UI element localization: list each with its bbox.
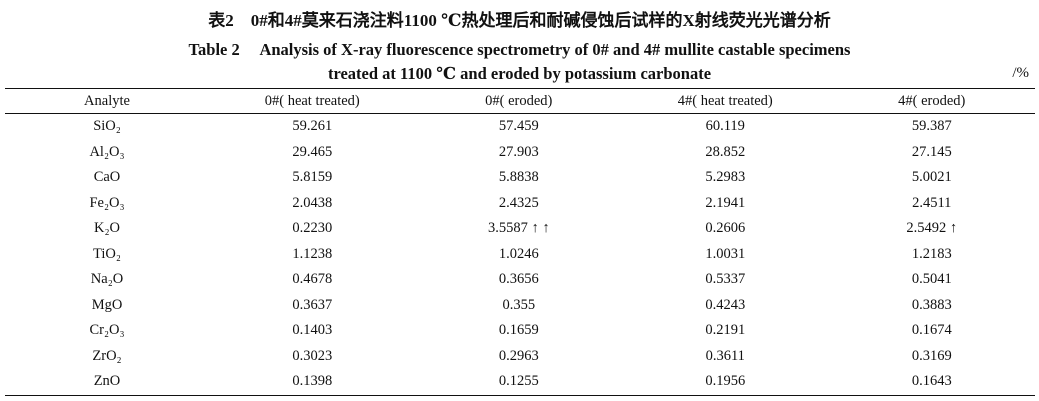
analyte-cell: CaO <box>93 169 121 186</box>
title-en: Table 2 Analysis of X-ray fluorescence s… <box>188 40 851 59</box>
analyte-cell: SiO₂ <box>93 118 121 135</box>
table-row: Al₂O₃ 29.465 27.903 28.852 27.145 <box>5 140 1035 166</box>
value-cell: 0.355 <box>502 296 536 313</box>
table-row: CaO 5.8159 5.8838 5.2983 5.0021 <box>5 165 1035 191</box>
value-cell: 27.903 <box>498 143 539 160</box>
table-row: Cr₂O₃ 0.1403 0.1659 0.2191 0.1674 <box>5 318 1035 344</box>
column-header: 0#( heat treated) <box>264 92 360 109</box>
data-table: Analyte 0#( heat treated) 0#( eroded) 4#( h… <box>5 88 1035 396</box>
value-cell: 0.3023 <box>292 347 333 364</box>
value-cell: 0.1643 <box>911 373 952 390</box>
value-cell: 0.5041 <box>911 271 952 288</box>
value-cell: 0.2606 <box>705 220 746 237</box>
analyte-cell: TiO₂ <box>93 245 121 262</box>
value-cell: 5.2983 <box>705 169 746 186</box>
value-cell: 59.387 <box>911 118 952 135</box>
analyte-cell: MgO <box>91 296 123 313</box>
analyte-cell: Al₂O₃ <box>89 143 125 160</box>
value-cell: 1.0031 <box>705 245 746 262</box>
table-body: SiO₂ 59.261 57.459 60.119 59.387 Al₂O₃ 29.465 2… <box>5 114 1035 395</box>
analyte-cell: Fe₂O₃ <box>89 194 125 211</box>
unit: /% <box>1012 65 1029 81</box>
title-cn: 表2 0#和4#莫来石浇注料1100 ℃热处理后和耐碱侵蚀后试样的X射线荧光光谱… <box>208 11 831 30</box>
value-cell: 5.8159 <box>292 169 333 186</box>
value-cell: 2.4511 <box>912 194 952 211</box>
value-cell: 0.2963 <box>498 347 539 364</box>
table-row: Fe₂O₃ 2.0438 2.4325 2.1941 2.4511 <box>5 191 1035 217</box>
value-cell: 5.8838 <box>498 169 539 186</box>
value-cell: 0.3656 <box>498 271 539 288</box>
table-row: Na₂O 0.4678 0.3656 0.5337 0.5041 <box>5 267 1035 293</box>
value-cell: 57.459 <box>498 118 539 135</box>
value-cell: 2.5492 ↑ <box>906 220 958 237</box>
analyte-cell: K₂O <box>94 220 120 237</box>
value-cell: 5.0021 <box>911 169 952 186</box>
column-header: 0#( eroded) <box>485 92 553 109</box>
header-row: Analyte 0#( heat treated) 0#( eroded) 4#( h… <box>5 88 1035 114</box>
value-cell: 3.5587 ↑ ↑ <box>487 220 550 237</box>
value-cell: 0.3883 <box>911 296 952 313</box>
value-cell: 2.0438 <box>292 194 333 211</box>
analyte-cell: ZrO₂ <box>92 347 122 364</box>
value-cell: 1.1238 <box>292 245 333 262</box>
value-cell: 0.1403 <box>292 322 333 339</box>
title-en: treated at 1100 ℃ and eroded by potassiu… <box>327 64 712 83</box>
table-row: MgO 0.3637 0.355 0.4243 0.3883 <box>5 293 1035 319</box>
value-cell: 27.145 <box>911 143 952 160</box>
value-cell: 0.1398 <box>292 373 333 390</box>
column-header: 4#( heat treated) <box>677 92 773 109</box>
value-cell: 59.261 <box>292 118 333 135</box>
value-cell: 0.2191 <box>705 322 746 339</box>
value-cell: 0.1255 <box>498 373 539 390</box>
column-header: Analyte <box>84 92 130 109</box>
value-cell: 29.465 <box>292 143 333 160</box>
value-cell: 0.4678 <box>292 271 333 288</box>
value-cell: 0.1674 <box>911 322 952 339</box>
table-row: ZrO₂ 0.3023 0.2963 0.3611 0.3169 <box>5 344 1035 370</box>
table-header: Analyte 0#( heat treated) 0#( eroded) 4#( h… <box>5 88 1035 114</box>
value-cell: 0.4243 <box>705 296 746 313</box>
value-cell: 0.3169 <box>911 347 952 364</box>
value-cell: 1.0246 <box>498 245 539 262</box>
value-cell: 0.5337 <box>705 271 746 288</box>
analyte-cell: ZnO <box>93 373 121 390</box>
table-row: ZnO 0.1398 0.1255 0.1956 0.1643 <box>5 369 1035 395</box>
table-row: K₂O 0.2230 3.5587 ↑ ↑ 0.2606 2.5492 ↑ <box>5 216 1035 242</box>
value-cell: 1.2183 <box>911 245 952 262</box>
value-cell: 60.119 <box>705 118 745 135</box>
value-cell: 0.1956 <box>705 373 746 390</box>
column-header: 4#( eroded) <box>898 92 966 109</box>
analyte-cell: Na₂O <box>90 271 124 288</box>
table-row: SiO₂ 59.261 57.459 60.119 59.387 <box>5 114 1035 140</box>
value-cell: 0.1659 <box>498 322 539 339</box>
value-cell: 0.3611 <box>705 347 745 364</box>
analyte-cell: Cr₂O₃ <box>89 322 125 339</box>
value-cell: 0.3637 <box>292 296 333 313</box>
table-row: TiO₂ 1.1238 1.0246 1.0031 1.2183 <box>5 242 1035 268</box>
value-cell: 2.4325 <box>498 194 539 211</box>
value-cell: 2.1941 <box>705 194 746 211</box>
value-cell: 28.852 <box>705 143 746 160</box>
value-cell: 0.2230 <box>292 220 333 237</box>
